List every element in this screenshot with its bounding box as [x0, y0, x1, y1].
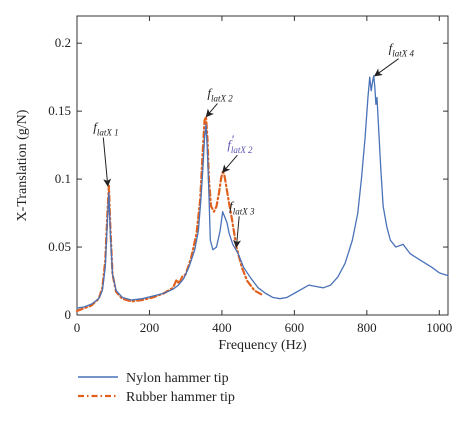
annotation-label: flatX 2: [207, 86, 233, 104]
legend-label: Rubber hammer tip: [126, 390, 235, 405]
legend: Nylon hammer tip Rubber hammer tip: [78, 371, 235, 405]
annotation-label: f′ latX 2: [227, 132, 253, 155]
annotation-base: f: [207, 86, 213, 101]
annotation-subscript: latX 2: [231, 145, 253, 155]
annotation-label: flatX 4: [389, 41, 415, 59]
annotation-base: f: [93, 120, 99, 135]
annotation-arrow: [102, 137, 112, 187]
x-tick-label: 0: [74, 320, 81, 335]
x-tick-label: 400: [212, 320, 232, 335]
x-axis-title: Frequency (Hz): [218, 338, 307, 353]
y-tick-label: 0.15: [48, 103, 71, 118]
y-tick-label: 0.2: [55, 35, 71, 50]
annotation-subscript: latX 3: [233, 206, 255, 216]
axes-layer: 0 200 400 600 800 1000 0 0.05 0.1 0.15 0.2 Frequenc…: [15, 15, 452, 353]
annotation-subscript: latX 1: [97, 128, 119, 138]
annotation-prime: ′: [231, 132, 234, 147]
y-tick-label: 0: [65, 307, 72, 322]
annotation-subscript: latX 4: [392, 49, 414, 59]
legend-label: Nylon hammer tip: [126, 371, 229, 386]
annotation-label: flatX 1: [93, 120, 118, 138]
y-tick-label: 0.1: [55, 171, 71, 186]
y-tick-label: 0.05: [48, 239, 71, 254]
annotation-label: flatX 3: [229, 198, 255, 216]
series-layer: [75, 75, 449, 313]
x-tick-label: 800: [357, 320, 377, 335]
x-tick-label: 1000: [426, 320, 452, 335]
annotation-subscript: latX 2: [211, 94, 233, 104]
y-axis-title: X-Translation (g/N): [15, 109, 30, 221]
annotation-arrow: [374, 58, 399, 77]
annotation-arrow: [233, 216, 242, 249]
series-line-nylon: [76, 75, 449, 309]
annotation-base: f: [389, 41, 395, 56]
annotation-base: f: [229, 198, 235, 213]
annotation-arrow: [205, 103, 218, 118]
annotation-base: f: [227, 137, 233, 152]
plot-frame: [76, 15, 449, 316]
x-tick-label: 200: [140, 320, 160, 335]
x-tick-label: 600: [285, 320, 305, 335]
annotation-arrow: [221, 154, 238, 174]
